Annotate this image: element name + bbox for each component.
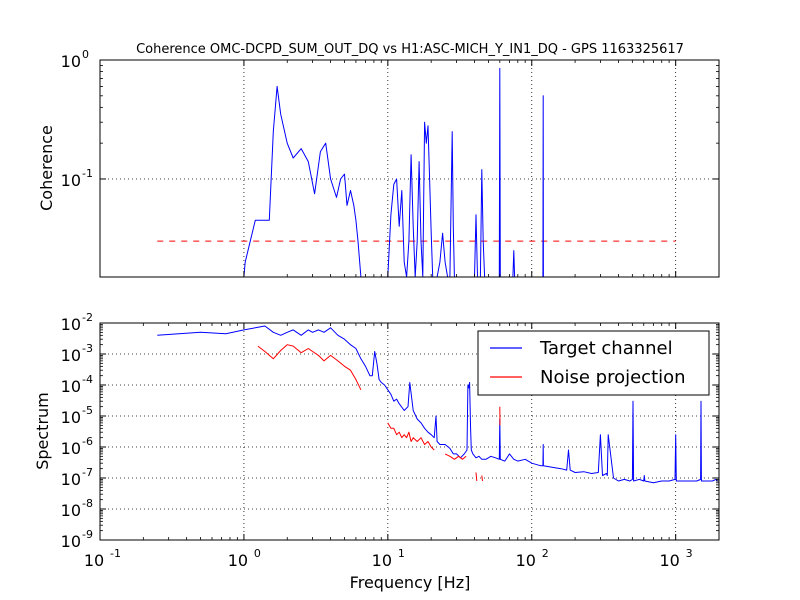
- x-tick-label-exponent: 1: [398, 547, 405, 560]
- y-tick-label: 10: [61, 532, 81, 551]
- x-tick-label: 10: [659, 551, 679, 570]
- y-tick-label: 10: [61, 408, 81, 427]
- y-tick-label: 10: [61, 470, 81, 489]
- series-line-noise-projection-segment: [444, 453, 467, 460]
- series-line-noise-projection-segment: [257, 344, 362, 391]
- legend-box: [477, 330, 710, 396]
- legend: Target channel Noise projection: [477, 330, 710, 396]
- legend-label-noise: Noise projection: [540, 367, 686, 388]
- x-axis-label: Frequency [Hz]: [350, 573, 471, 592]
- series-line-noise-projection-segment: [475, 472, 478, 482]
- y-tick-label-exponent: -2: [82, 311, 93, 324]
- y-tick-label: 10: [61, 346, 81, 365]
- x-tick-label-exponent: 2: [542, 547, 549, 560]
- x-tick-label-exponent: 0: [254, 547, 261, 560]
- y-tick-label: 10: [61, 377, 81, 396]
- y-tick-label: 10: [61, 171, 81, 190]
- y-tick-label-exponent: -8: [82, 497, 93, 510]
- y-tick-label-exponent: -9: [82, 528, 93, 541]
- x-tick-label-exponent: 3: [686, 547, 693, 560]
- spectrum-series: [157, 325, 719, 484]
- chart-title: Coherence OMC-DCPD_SUM_OUT_DQ vs H1:ASC-…: [136, 42, 684, 57]
- x-tick-label: 10: [228, 551, 248, 570]
- spectrum-frame: [99, 322, 720, 541]
- y-tick-label-exponent: -3: [82, 342, 93, 355]
- series-line-coherence: [243, 67, 545, 277]
- series-line-noise-projection-segment: [387, 422, 435, 451]
- y-tick-label-exponent: -6: [82, 435, 93, 448]
- coherence-plot-area: [100, 60, 719, 277]
- x-tick-label-exponent: -1: [110, 547, 121, 560]
- spectrum-ylabel: Spectrum: [33, 392, 52, 470]
- coherence-ylabel: Coherence: [37, 125, 56, 211]
- series-line-noise-projection-segment: [481, 475, 483, 482]
- y-tick-label: 10: [61, 439, 81, 458]
- y-tick-label: 10: [61, 315, 81, 334]
- legend-label-target: Target channel: [539, 338, 673, 359]
- coherence-series: [157, 67, 676, 277]
- y-tick-label-exponent: -4: [82, 373, 93, 386]
- series-line-target-channel: [157, 325, 719, 484]
- y-tick-label-exponent: -5: [82, 404, 93, 417]
- y-tick-label: 10: [61, 52, 81, 71]
- y-tick-label-exponent: 0: [82, 48, 89, 61]
- y-tick-label-exponent: -1: [82, 167, 93, 180]
- spectrum-panel: 10 -1 10 0 10 1 10 2 10 310 -210 -310 -410 -510 -610 -7…: [33, 311, 720, 592]
- x-tick-label: 10: [84, 551, 104, 570]
- x-tick-label: 10: [372, 551, 392, 570]
- y-tick-label: 10: [61, 501, 81, 520]
- x-tick-label: 10: [516, 551, 536, 570]
- coherence-frame: [99, 59, 720, 278]
- y-tick-label-exponent: -7: [82, 466, 93, 479]
